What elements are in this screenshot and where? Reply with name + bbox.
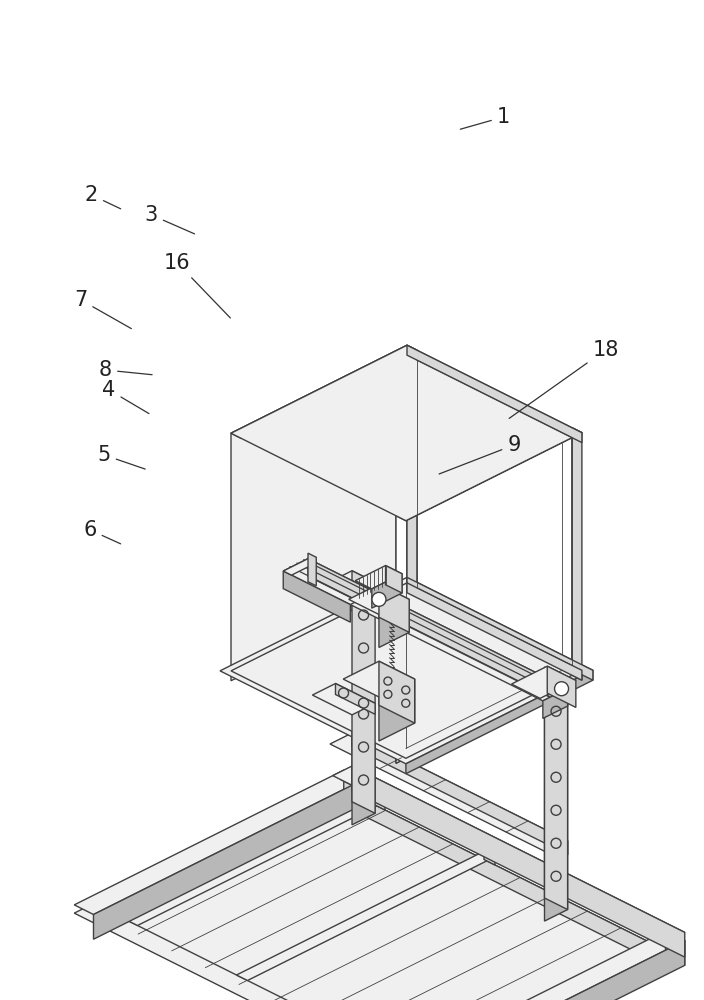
Text: 16: 16: [164, 253, 230, 318]
Polygon shape: [344, 770, 363, 804]
Text: 9: 9: [439, 435, 520, 474]
Polygon shape: [283, 559, 375, 605]
Polygon shape: [372, 574, 402, 608]
Polygon shape: [379, 584, 409, 632]
Polygon shape: [341, 770, 685, 942]
Polygon shape: [330, 733, 567, 852]
Text: 4: 4: [103, 380, 149, 414]
Polygon shape: [407, 345, 582, 443]
Text: 5: 5: [98, 445, 145, 469]
Polygon shape: [484, 851, 495, 865]
Polygon shape: [336, 684, 375, 714]
Polygon shape: [94, 780, 363, 939]
Polygon shape: [231, 583, 582, 758]
Text: 18: 18: [509, 340, 619, 418]
Polygon shape: [127, 796, 385, 926]
Polygon shape: [352, 733, 567, 855]
Polygon shape: [374, 796, 385, 810]
Polygon shape: [329, 571, 375, 594]
Polygon shape: [407, 583, 582, 680]
Polygon shape: [356, 566, 402, 589]
Polygon shape: [313, 684, 375, 715]
Polygon shape: [327, 581, 567, 701]
Polygon shape: [544, 667, 567, 910]
Polygon shape: [396, 931, 685, 1000]
Text: 6: 6: [84, 520, 120, 544]
Polygon shape: [231, 345, 417, 438]
Circle shape: [555, 682, 569, 696]
Polygon shape: [665, 931, 685, 965]
Text: 1: 1: [460, 107, 510, 129]
Polygon shape: [522, 667, 567, 690]
Polygon shape: [572, 428, 582, 680]
Polygon shape: [546, 841, 567, 866]
Text: 8: 8: [99, 360, 152, 380]
Polygon shape: [308, 553, 316, 586]
Text: 3: 3: [145, 205, 194, 234]
Polygon shape: [379, 661, 415, 723]
Polygon shape: [396, 428, 572, 763]
Polygon shape: [407, 577, 593, 680]
Polygon shape: [379, 679, 415, 741]
Polygon shape: [407, 945, 655, 1000]
Polygon shape: [220, 577, 593, 764]
Polygon shape: [386, 566, 402, 593]
Polygon shape: [379, 599, 409, 647]
Polygon shape: [352, 571, 375, 813]
Polygon shape: [407, 345, 417, 598]
Polygon shape: [360, 770, 685, 957]
Polygon shape: [344, 661, 415, 697]
Polygon shape: [237, 851, 495, 980]
Polygon shape: [512, 666, 576, 698]
Polygon shape: [352, 581, 567, 706]
Polygon shape: [352, 794, 655, 961]
Text: 7: 7: [75, 290, 132, 329]
Polygon shape: [74, 904, 418, 1000]
Polygon shape: [544, 679, 567, 921]
Polygon shape: [406, 670, 593, 774]
Polygon shape: [104, 794, 655, 1000]
Circle shape: [372, 592, 386, 606]
Polygon shape: [231, 345, 582, 521]
Polygon shape: [396, 428, 582, 521]
Polygon shape: [308, 559, 375, 610]
Text: 2: 2: [85, 185, 120, 209]
Polygon shape: [283, 559, 316, 575]
Polygon shape: [231, 345, 407, 681]
Polygon shape: [283, 571, 351, 622]
Polygon shape: [547, 666, 576, 707]
Polygon shape: [348, 584, 409, 614]
Polygon shape: [74, 770, 363, 914]
Polygon shape: [396, 428, 572, 763]
Polygon shape: [415, 941, 685, 1000]
Polygon shape: [352, 766, 371, 800]
Polygon shape: [352, 582, 375, 825]
Polygon shape: [543, 688, 567, 718]
Polygon shape: [333, 766, 371, 785]
